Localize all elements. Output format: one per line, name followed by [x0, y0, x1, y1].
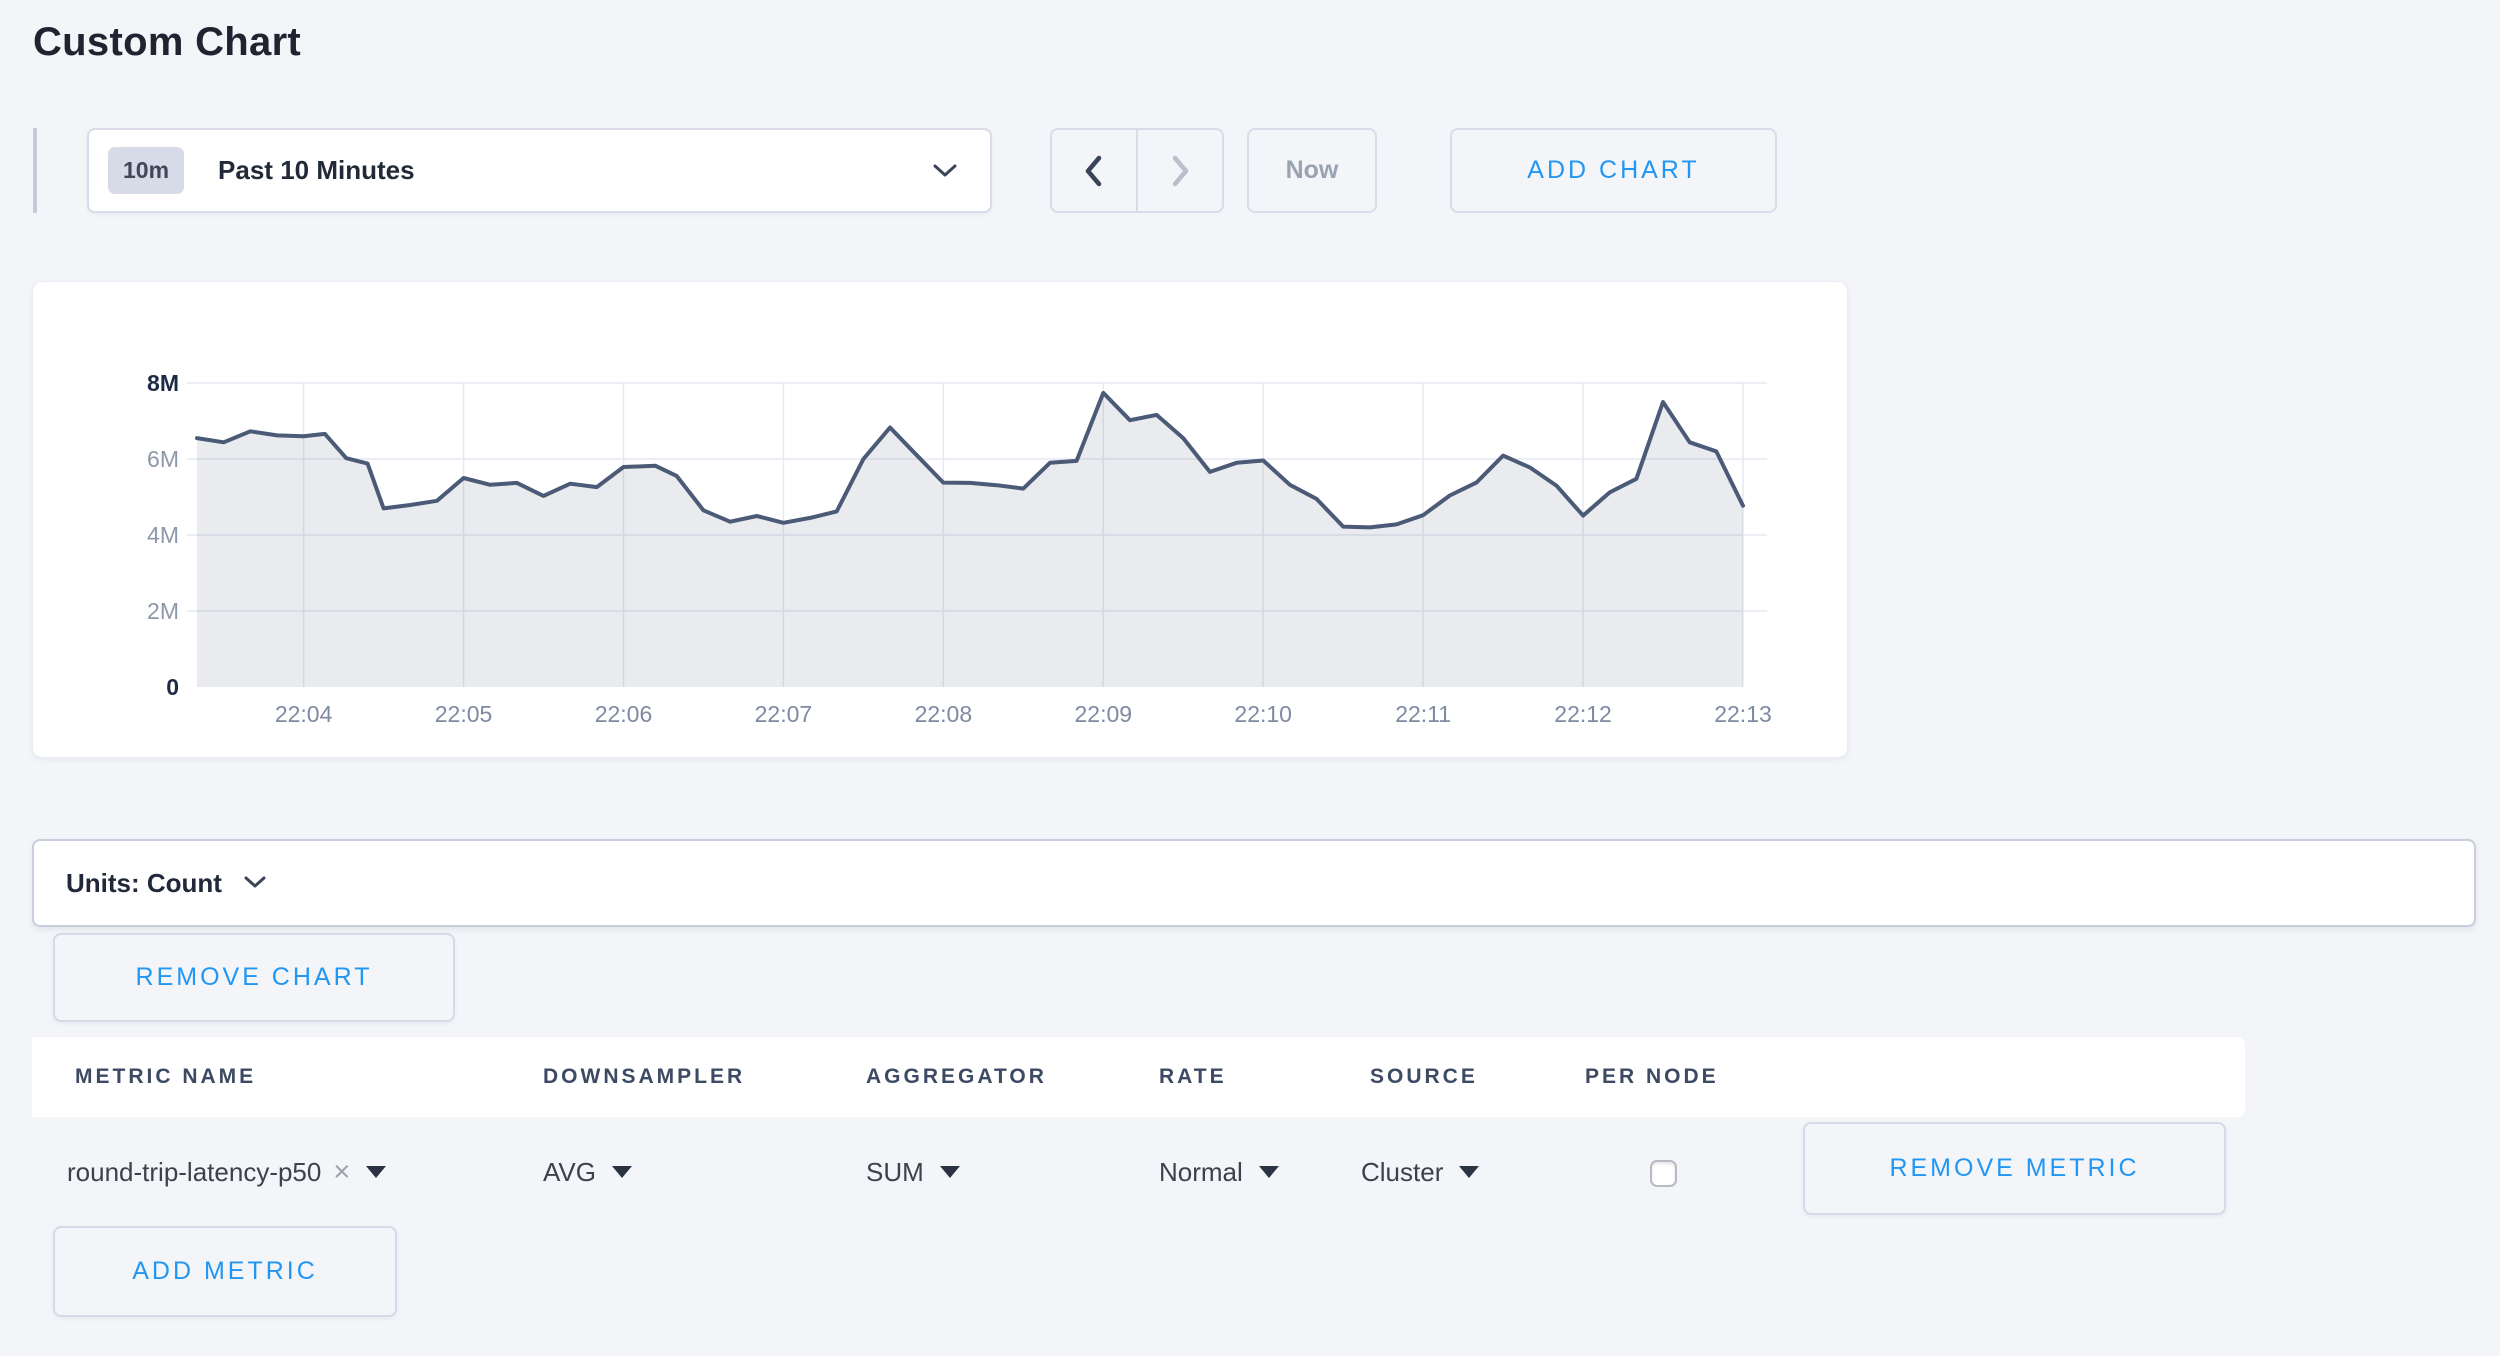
svg-text:0: 0	[166, 674, 179, 700]
chevron-down-icon	[242, 875, 268, 891]
caret-down-icon	[1459, 1166, 1480, 1178]
rate-value: Normal	[1159, 1156, 1243, 1187]
step-forward-button[interactable]	[1136, 130, 1222, 211]
now-button-label: Now	[1285, 156, 1339, 184]
aggregator-value: SUM	[866, 1156, 924, 1187]
time-step-buttons	[1050, 128, 1224, 213]
metrics-table-header: METRIC NAME DOWNSAMPLER AGGREGATOR RATE …	[32, 1037, 2245, 1117]
aggregator-dropdown[interactable]: SUM	[866, 1146, 960, 1198]
add-chart-button[interactable]: ADD CHART	[1450, 128, 1777, 213]
metric-name-value: round-trip-latency-p50	[67, 1156, 322, 1187]
source-value: Cluster	[1361, 1156, 1444, 1187]
units-dropdown[interactable]: Units: Count	[32, 839, 2476, 927]
column-header-source: SOURCE	[1370, 1065, 1478, 1088]
clear-metric-icon[interactable]: ×	[333, 1155, 351, 1188]
svg-text:22:09: 22:09	[1074, 701, 1132, 727]
downsampler-value: AVG	[543, 1156, 596, 1187]
column-header-aggregator: AGGREGATOR	[866, 1065, 1047, 1088]
rate-dropdown[interactable]: Normal	[1159, 1146, 1279, 1198]
add-chart-label: ADD CHART	[1527, 156, 1700, 184]
chevron-right-icon	[1165, 151, 1195, 191]
now-button[interactable]: Now	[1247, 128, 1377, 213]
svg-text:22:13: 22:13	[1714, 701, 1772, 727]
toolbar-accent-bar	[33, 128, 37, 213]
remove-metric-button[interactable]: REMOVE METRIC	[1803, 1122, 2226, 1215]
chart-card: 0 2M 4M 6M 8M 22:04 22:05 22:06 22:07 22:08 22:09 2…	[32, 281, 1848, 758]
chevron-down-icon	[930, 162, 960, 180]
caret-down-icon	[366, 1166, 387, 1178]
caret-down-icon	[611, 1166, 632, 1178]
column-header-metric-name: METRIC NAME	[75, 1065, 257, 1088]
chevron-left-icon	[1079, 151, 1109, 191]
add-metric-button[interactable]: ADD METRIC	[53, 1226, 397, 1317]
svg-text:22:10: 22:10	[1234, 701, 1292, 727]
column-header-rate: RATE	[1159, 1065, 1227, 1088]
time-range-dropdown[interactable]: 10m Past 10 Minutes	[87, 128, 992, 213]
svg-text:6M: 6M	[147, 446, 179, 472]
svg-text:4M: 4M	[147, 522, 179, 548]
column-header-downsampler: DOWNSAMPLER	[543, 1065, 746, 1088]
remove-metric-label: REMOVE METRIC	[1889, 1154, 2140, 1182]
svg-text:8M: 8M	[147, 370, 179, 396]
time-range-label: Past 10 Minutes	[218, 155, 415, 185]
step-back-button[interactable]	[1052, 130, 1136, 211]
svg-text:22:04: 22:04	[275, 701, 333, 727]
svg-text:22:07: 22:07	[755, 701, 813, 727]
remove-chart-label: REMOVE CHART	[135, 963, 373, 991]
svg-text:22:12: 22:12	[1554, 701, 1612, 727]
column-header-per-node: PER NODE	[1585, 1065, 1719, 1088]
time-window-badge: 10m	[108, 147, 185, 194]
caret-down-icon	[939, 1166, 960, 1178]
page-title: Custom Chart	[33, 20, 302, 64]
remove-chart-button[interactable]: REMOVE CHART	[53, 933, 455, 1022]
chart-plot[interactable]: 0 2M 4M 6M 8M 22:04 22:05 22:06 22:07 22:08 22:09 2…	[33, 282, 1849, 759]
svg-text:22:08: 22:08	[915, 701, 973, 727]
metric-name-dropdown[interactable]: round-trip-latency-p50 ×	[67, 1146, 387, 1198]
svg-text:22:11: 22:11	[1395, 701, 1451, 727]
svg-text:2M: 2M	[147, 598, 179, 624]
downsampler-dropdown[interactable]: AVG	[543, 1146, 632, 1198]
svg-text:22:05: 22:05	[435, 701, 493, 727]
units-label: Units: Count	[66, 867, 222, 898]
source-dropdown[interactable]: Cluster	[1361, 1146, 1480, 1198]
per-node-checkbox[interactable]	[1650, 1160, 1677, 1187]
add-metric-label: ADD METRIC	[132, 1257, 318, 1285]
svg-text:22:06: 22:06	[595, 701, 653, 727]
caret-down-icon	[1258, 1166, 1279, 1178]
